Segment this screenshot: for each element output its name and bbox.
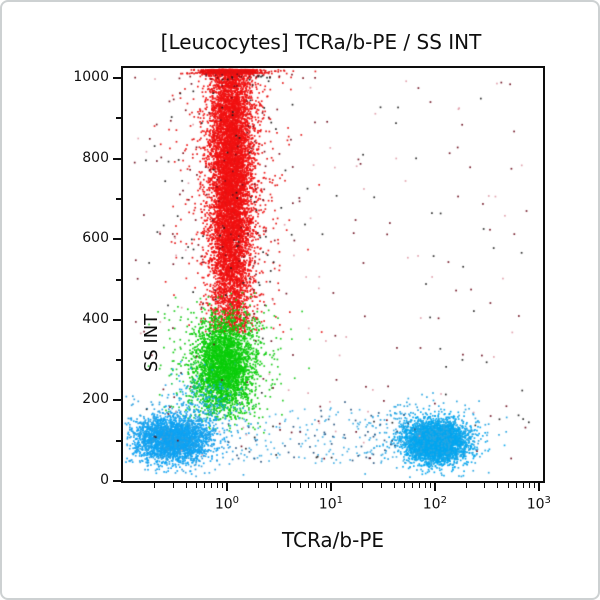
x-minor-tick [497,483,499,488]
y-major-tick [113,77,121,80]
x-minor-tick [307,483,309,488]
chart-title: [Leucocytes] TCRa/b-PE / SS INT [160,30,482,54]
x-minor-tick [320,483,322,488]
x-tick-label: 100 [214,495,240,513]
x-minor-tick [276,483,278,488]
y-tick-label: 800 [82,149,109,166]
x-minor-tick [411,483,413,488]
x-minor-tick [154,483,156,488]
x-major-tick [329,483,332,491]
y-axis-title: SS INT [141,313,162,373]
y-minor-tick [116,359,121,362]
x-axis-title: TCRa/b-PE [281,528,385,552]
x-minor-tick [222,483,224,488]
x-minor-tick [216,483,218,488]
y-minor-tick [116,278,121,281]
y-minor-tick [116,439,121,442]
x-minor-tick [326,483,328,488]
x-major-tick [433,483,436,491]
y-tick-label: 200 [82,391,109,408]
x-minor-tick [418,483,420,488]
x-minor-tick [195,483,197,488]
x-minor-tick [393,483,395,488]
x-minor-tick [314,483,316,488]
x-minor-tick [258,483,260,488]
plot-area: 0 200 400 600 800 1000 100 101 102 103 SS INT [73,66,551,513]
x-tick-label: 102 [422,495,447,513]
y-tick-label: 1000 [73,69,109,86]
x-minor-tick [210,483,212,488]
x-minor-tick [299,483,301,488]
y-tick-label: 600 [82,230,109,247]
y-major-tick [113,399,121,402]
y-major-tick [113,318,121,321]
x-minor-tick [424,483,426,488]
x-minor-tick [507,483,509,488]
x-minor-tick [484,483,486,488]
x-minor-tick [185,483,187,488]
x-minor-tick [515,483,517,488]
y-minor-tick [116,117,121,120]
y-major-tick [113,480,121,482]
x-minor-tick [362,483,364,488]
x-minor-tick [380,483,382,488]
y-tick-label: 0 [100,472,109,488]
x-minor-tick [172,483,174,488]
y-major-tick [113,157,121,160]
x-major-tick [225,483,228,491]
y-minor-tick [116,197,121,200]
x-minor-tick [289,483,291,488]
x-major-tick [537,483,540,491]
x-minor-tick [534,483,536,488]
y-major-tick [113,238,121,241]
x-minor-tick [203,483,205,488]
x-minor-tick [403,483,405,488]
x-tick-label: 101 [318,495,343,513]
x-minor-tick [522,483,524,488]
x-minor-tick [528,483,530,488]
x-tick-label: 103 [526,495,551,513]
x-minor-tick [430,483,432,488]
scatter-canvas [123,68,543,481]
y-tick-label: 400 [82,310,109,327]
x-minor-tick [466,483,468,488]
